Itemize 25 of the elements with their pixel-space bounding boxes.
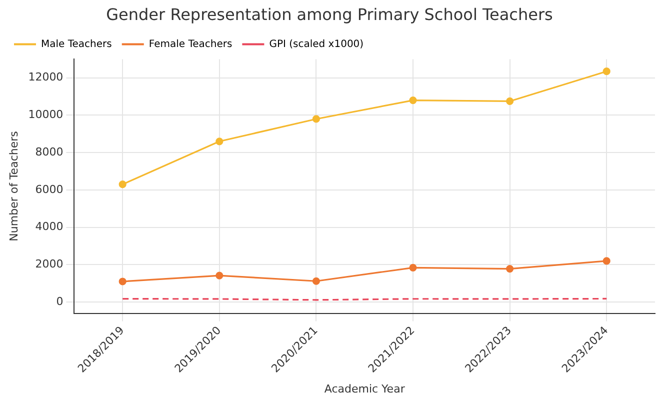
point bbox=[118, 180, 126, 188]
point bbox=[216, 138, 224, 146]
legend-label: GPI (scaled x1000) bbox=[269, 38, 364, 50]
x-axis-title: Academic Year bbox=[324, 382, 406, 396]
y-tick-label: 4000 bbox=[35, 220, 64, 234]
y-tick-label: 2000 bbox=[35, 258, 64, 271]
y-tick-label: 0 bbox=[56, 294, 64, 308]
y-axis-title: Number of Teachers bbox=[7, 130, 20, 242]
point bbox=[506, 97, 514, 106]
legend-label: Female Teachers bbox=[148, 38, 232, 50]
point bbox=[312, 277, 320, 285]
point bbox=[312, 115, 320, 123]
point bbox=[409, 96, 417, 104]
legend-label: Male Teachers bbox=[41, 38, 112, 50]
y-tick-label: 10000 bbox=[28, 108, 64, 122]
y-tick-label: 12000 bbox=[28, 70, 64, 84]
point bbox=[118, 278, 126, 286]
chart-title: Gender Representation among Primary School Teachers bbox=[106, 4, 553, 24]
point bbox=[602, 257, 610, 265]
point bbox=[602, 68, 610, 76]
point bbox=[216, 272, 224, 280]
y-tick-label: 6000 bbox=[35, 182, 64, 196]
point bbox=[409, 264, 417, 272]
y-tick-label: 8000 bbox=[35, 145, 64, 158]
point bbox=[506, 264, 514, 273]
